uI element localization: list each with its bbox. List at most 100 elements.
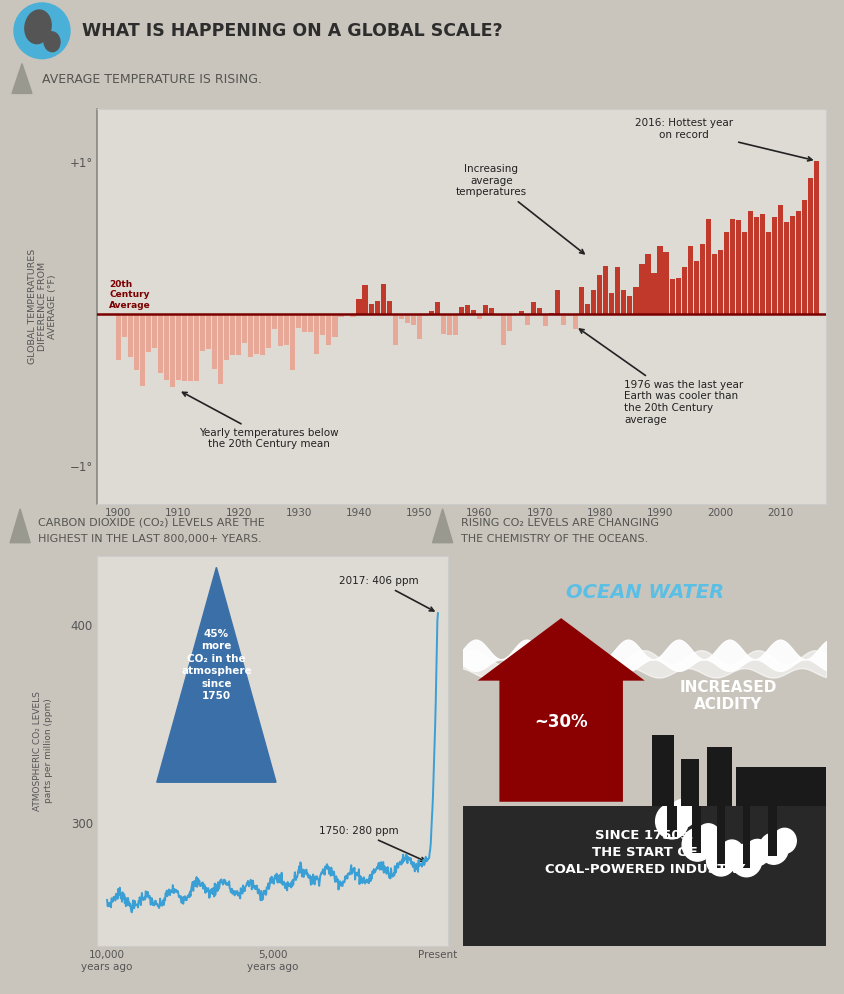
Bar [518,311,523,314]
Bar [422,314,427,316]
Text: 45%
more
CO₂ in the
atmosphere
since
1750: 45% more CO₂ in the atmosphere since 175… [181,629,252,701]
Bar [139,314,144,386]
Bar [753,217,758,314]
Bar [308,314,313,332]
Bar [706,747,731,806]
Bar [652,736,673,806]
Circle shape [719,840,743,865]
Polygon shape [432,509,452,543]
Text: CARBON DIOXIDE (CO₂) LEVELS ARE THE: CARBON DIOXIDE (CO₂) LEVELS ARE THE [38,518,265,528]
Polygon shape [12,64,32,93]
Circle shape [669,799,695,828]
Bar [194,314,199,381]
Text: AVERAGE TEMPERATURE IS RISING.: AVERAGE TEMPERATURE IS RISING. [42,73,262,86]
Bar [549,313,554,314]
Bar [212,314,217,369]
Bar [687,246,692,314]
Bar [476,314,481,319]
Polygon shape [477,618,644,802]
Bar [266,314,271,348]
Bar [639,264,644,314]
Bar [742,806,749,868]
Bar [338,314,344,317]
Text: 1976 was the last year
Earth was cooler than
the 20th Century
average: 1976 was the last year Earth was cooler … [579,329,742,424]
Bar [717,806,724,868]
Bar [789,774,825,806]
Text: INCREASED
ACIDITY: INCREASED ACIDITY [679,680,776,713]
Bar [495,314,500,316]
Bar [446,314,452,336]
Bar [765,233,770,314]
Circle shape [772,828,795,853]
Bar [314,314,319,354]
Text: ~30%: ~30% [533,713,587,731]
Bar [645,253,650,314]
Bar [428,311,433,314]
Bar [680,758,699,806]
Bar [759,214,764,314]
Bar [729,219,734,314]
Bar [482,305,488,314]
Bar [242,314,247,343]
Bar [783,222,788,314]
Bar [626,296,631,314]
Bar [362,285,367,314]
Bar [657,246,662,314]
Bar [176,314,181,380]
Bar [284,314,289,345]
Text: ATMOSPHERIC CO₂ LEVELS
parts per million (ppm): ATMOSPHERIC CO₂ LEVELS parts per million… [33,691,52,811]
Circle shape [730,844,760,877]
Bar [116,314,121,360]
Circle shape [758,833,787,864]
Bar [181,314,187,381]
Bar [254,314,259,354]
Bar [272,314,277,329]
Text: RISING CO₂ LEVELS ARE CHANGING: RISING CO₂ LEVELS ARE CHANGING [460,518,658,528]
Bar [350,314,355,317]
Bar [380,284,385,314]
Bar [651,273,656,314]
Ellipse shape [44,32,60,52]
Bar [572,314,577,329]
Bar [735,220,740,314]
Bar [386,300,392,314]
Circle shape [681,828,711,861]
Bar [717,250,722,314]
Bar [633,287,638,314]
Bar [278,314,283,346]
Circle shape [695,824,720,850]
Bar [170,314,175,387]
Circle shape [706,845,734,876]
Bar [248,314,253,357]
Bar [543,314,548,326]
Bar [218,314,223,384]
Circle shape [14,3,70,59]
Bar [603,265,608,314]
Bar [206,314,211,349]
Text: 2016: Hottest year
on record: 2016: Hottest year on record [635,118,811,161]
Bar [705,219,710,314]
Bar [158,314,163,374]
Bar [464,305,469,314]
Bar [458,307,463,314]
Text: 20th
Century
Average: 20th Century Average [109,280,151,310]
Polygon shape [157,568,276,782]
Bar [614,267,619,314]
Bar [122,314,127,337]
Bar [410,314,415,325]
Bar [674,277,679,314]
Text: OCEAN WATER: OCEAN WATER [565,583,723,602]
Text: THE CHEMISTRY OF THE OCEANS.: THE CHEMISTRY OF THE OCEANS. [460,534,647,544]
Bar [591,290,596,314]
Text: WHAT IS HAPPENING ON A GLOBAL SCALE?: WHAT IS HAPPENING ON A GLOBAL SCALE? [82,22,502,40]
Bar [404,314,409,323]
Bar [224,314,229,360]
Bar [771,217,776,314]
Bar [663,252,668,314]
Bar [789,216,794,314]
Bar [801,201,806,314]
Bar [500,314,506,345]
Bar [506,314,511,331]
Bar [747,211,752,314]
Bar [133,314,138,371]
